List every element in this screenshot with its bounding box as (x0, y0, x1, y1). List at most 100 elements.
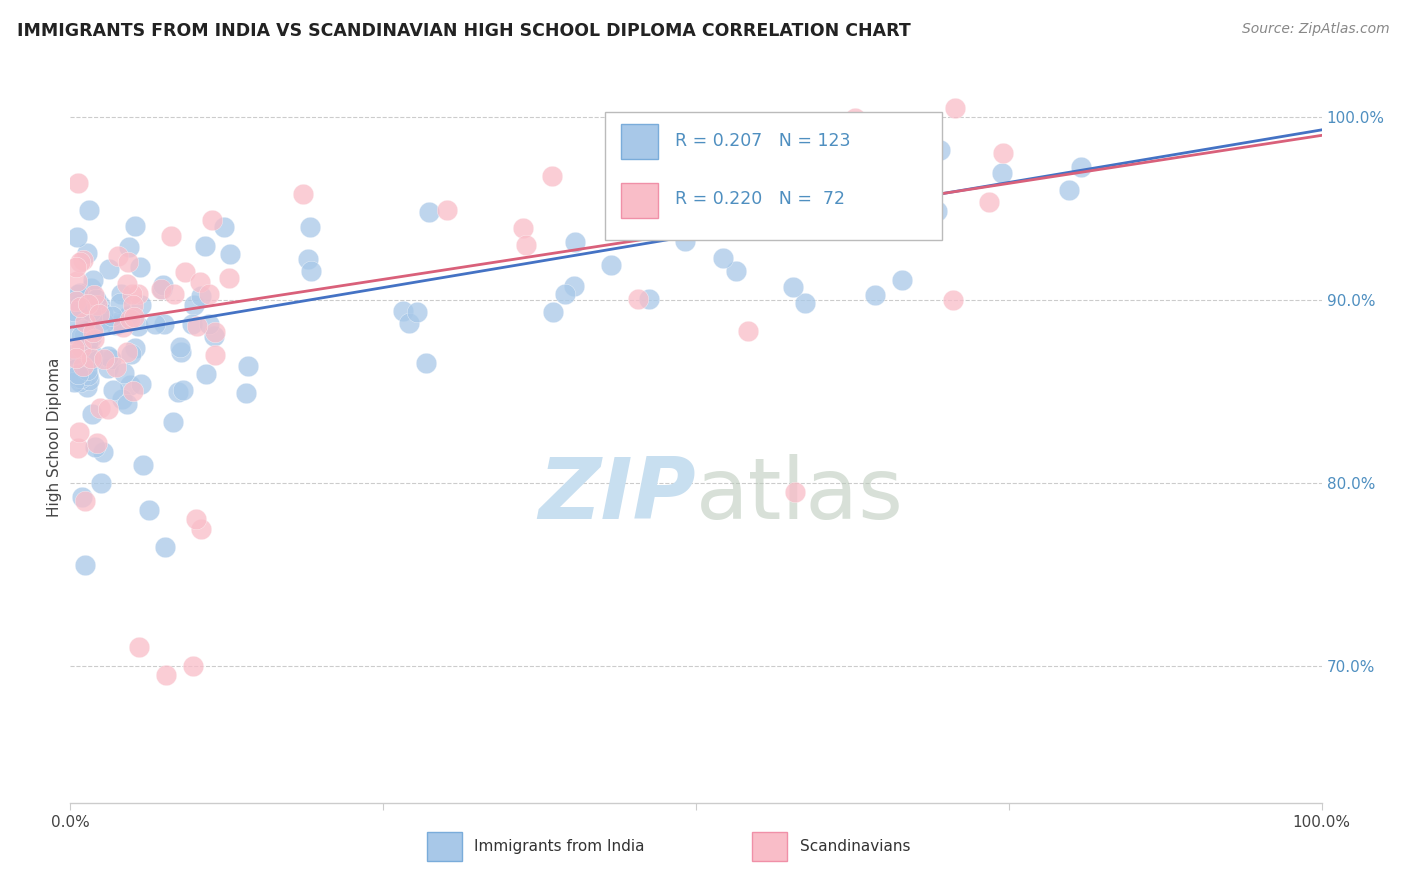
Point (111, 392, 134, 407)
Point (100, 352, 122, 367)
Point (69, 375, 91, 389)
Point (811, 188, 834, 202)
Point (167, 384, 190, 399)
Point (638, 219, 661, 233)
Point (73, 558, 96, 573)
Point (204, 348, 226, 362)
Point (195, 367, 218, 381)
Point (129, 298, 152, 312)
Point (97, 360, 120, 375)
Text: IMMIGRANTS FROM INDIA VS SCANDINAVIAN HIGH SCHOOL DIPLOMA CORRELATION CHART: IMMIGRANTS FROM INDIA VS SCANDINAVIAN HI… (17, 22, 911, 40)
Point (122, 384, 145, 399)
FancyBboxPatch shape (752, 832, 787, 862)
Point (84, 292, 107, 306)
Point (150, 282, 173, 296)
Point (97, 261, 120, 276)
Point (512, 220, 534, 235)
Point (65, 351, 87, 365)
Point (83, 288, 105, 302)
Point (737, 324, 759, 338)
Point (121, 287, 143, 301)
Point (418, 204, 440, 219)
Point (744, 214, 766, 228)
Point (82, 325, 104, 339)
Point (202, 329, 225, 343)
Point (70, 490, 93, 504)
Point (115, 397, 138, 411)
Point (943, 101, 966, 115)
Point (186, 319, 208, 334)
Point (190, 521, 212, 535)
Point (69, 285, 91, 300)
Point (76, 363, 98, 377)
Point (112, 320, 135, 334)
Point (80, 330, 103, 344)
Point (76, 245, 98, 260)
Point (120, 347, 142, 361)
Point (80, 351, 103, 365)
Point (69, 301, 91, 315)
Point (107, 315, 129, 329)
Point (72, 359, 94, 373)
Point (392, 304, 415, 318)
Point (152, 277, 174, 292)
Point (614, 198, 637, 212)
Point (82, 348, 104, 362)
Point (155, 667, 177, 681)
Point (97, 402, 120, 417)
Point (76, 380, 98, 394)
Point (890, 273, 912, 287)
Point (218, 271, 240, 285)
Point (127, 319, 149, 334)
Point (73, 315, 96, 329)
Point (76, 323, 98, 337)
Point (599, 258, 621, 272)
Point (122, 298, 145, 312)
Point (1057, 183, 1080, 197)
Point (80, 281, 103, 295)
Point (63, 303, 86, 318)
Point (77, 335, 100, 350)
Point (65, 260, 87, 274)
Point (979, 195, 1001, 210)
Point (63, 375, 86, 389)
Point (89, 401, 111, 416)
Point (844, 111, 866, 125)
Point (170, 345, 193, 359)
Point (153, 318, 176, 332)
Point (80, 303, 103, 318)
Point (160, 228, 183, 243)
Point (180, 317, 202, 331)
Point (82, 352, 104, 367)
Point (70, 342, 93, 356)
Point (991, 166, 1014, 180)
Point (65, 294, 87, 309)
Point (84, 441, 107, 455)
Point (63, 327, 86, 342)
Point (298, 220, 321, 235)
FancyBboxPatch shape (605, 112, 942, 240)
Text: ZIP: ZIP (538, 454, 696, 537)
Point (162, 416, 184, 430)
Point (117, 255, 139, 269)
Point (863, 288, 886, 302)
Point (837, 210, 859, 224)
Point (673, 234, 696, 248)
Point (63, 341, 86, 355)
Point (173, 264, 195, 278)
Text: Scandinavians: Scandinavians (800, 839, 910, 855)
Point (67, 371, 90, 385)
Point (86, 298, 108, 312)
Point (1070, 160, 1092, 174)
Point (89, 297, 111, 311)
Point (76, 297, 98, 311)
Point (541, 304, 564, 318)
Point (91, 445, 114, 459)
Point (554, 287, 576, 301)
Point (118, 378, 141, 392)
Point (235, 386, 257, 401)
Point (845, 120, 868, 134)
Point (67, 297, 90, 311)
Point (929, 143, 952, 157)
Point (66, 441, 89, 455)
